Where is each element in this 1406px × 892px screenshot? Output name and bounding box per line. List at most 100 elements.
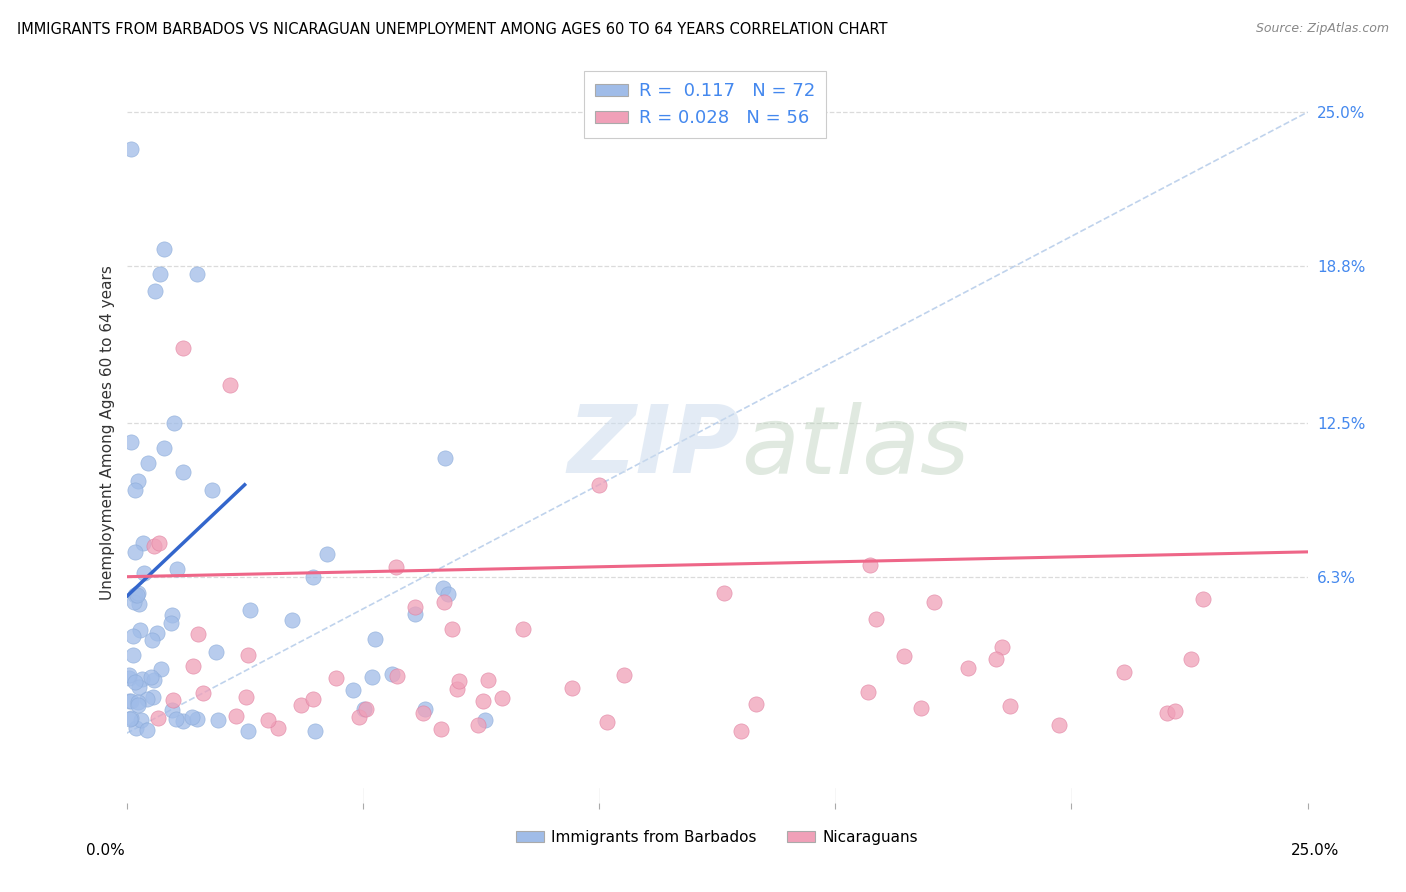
Point bbox=[730, 723, 752, 738]
Point bbox=[127, 586, 149, 600]
Point bbox=[125, 588, 148, 602]
Point bbox=[124, 588, 146, 602]
Point bbox=[433, 595, 456, 609]
Point bbox=[118, 671, 141, 685]
Point bbox=[856, 685, 879, 699]
Text: 25.0%: 25.0% bbox=[1291, 843, 1339, 858]
Point bbox=[136, 692, 159, 706]
Point bbox=[181, 710, 204, 724]
Point bbox=[745, 697, 768, 711]
Point bbox=[430, 722, 453, 736]
Point bbox=[858, 558, 880, 572]
Point bbox=[385, 669, 408, 683]
Point bbox=[491, 690, 513, 705]
Point bbox=[446, 681, 468, 696]
Point bbox=[141, 632, 163, 647]
Point bbox=[120, 710, 142, 724]
Point bbox=[181, 658, 204, 673]
Point bbox=[893, 648, 915, 663]
Text: IMMIGRANTS FROM BARBADOS VS NICARAGUAN UNEMPLOYMENT AMONG AGES 60 TO 64 YEARS CO: IMMIGRANTS FROM BARBADOS VS NICARAGUAN U… bbox=[17, 22, 887, 37]
Point bbox=[290, 698, 312, 712]
Point bbox=[160, 608, 183, 623]
Point bbox=[162, 693, 184, 707]
Point bbox=[160, 616, 183, 631]
Point bbox=[588, 477, 610, 491]
Point bbox=[148, 711, 170, 725]
Text: Source: ZipAtlas.com: Source: ZipAtlas.com bbox=[1256, 22, 1389, 36]
Point bbox=[910, 700, 932, 714]
Point bbox=[385, 560, 408, 574]
Point bbox=[124, 674, 146, 689]
Point bbox=[342, 682, 364, 697]
Point bbox=[440, 622, 463, 636]
Point bbox=[301, 691, 323, 706]
Point bbox=[120, 434, 142, 449]
Point bbox=[1156, 706, 1178, 720]
Point bbox=[122, 595, 145, 609]
Point bbox=[121, 694, 143, 708]
Point bbox=[207, 713, 229, 727]
Point bbox=[127, 698, 149, 712]
Point bbox=[127, 474, 149, 488]
Point bbox=[148, 535, 170, 549]
Point bbox=[364, 632, 387, 646]
Text: atlas: atlas bbox=[741, 402, 969, 493]
Point bbox=[432, 582, 454, 596]
Point bbox=[613, 668, 636, 682]
Point bbox=[281, 613, 304, 627]
Point bbox=[146, 626, 169, 640]
Point bbox=[172, 341, 194, 355]
Point bbox=[436, 587, 458, 601]
Point bbox=[172, 714, 194, 728]
Point bbox=[235, 690, 257, 705]
Point bbox=[1047, 718, 1070, 732]
Point bbox=[449, 674, 471, 689]
Y-axis label: Unemployment Among Ages 60 to 64 years: Unemployment Among Ages 60 to 64 years bbox=[100, 265, 115, 600]
Point bbox=[991, 640, 1014, 655]
Point bbox=[316, 548, 339, 562]
Point bbox=[200, 483, 222, 497]
Point bbox=[998, 698, 1021, 713]
Point bbox=[361, 669, 384, 683]
Point bbox=[136, 456, 159, 470]
Point bbox=[472, 693, 495, 707]
Point bbox=[120, 142, 142, 156]
Point bbox=[1164, 704, 1187, 718]
Point bbox=[413, 702, 436, 716]
Point bbox=[596, 714, 619, 729]
Point bbox=[219, 378, 242, 392]
Point bbox=[225, 709, 247, 723]
Point bbox=[127, 695, 149, 709]
Point bbox=[149, 662, 172, 676]
Point bbox=[118, 668, 141, 682]
Point bbox=[354, 702, 377, 716]
Point bbox=[304, 723, 326, 738]
Point bbox=[131, 672, 153, 686]
Point bbox=[129, 714, 152, 728]
Point bbox=[187, 626, 209, 640]
Point bbox=[404, 607, 426, 622]
Point bbox=[124, 545, 146, 559]
Point bbox=[142, 690, 165, 704]
Point bbox=[238, 648, 260, 662]
Legend: Immigrants from Barbados, Nicaraguans: Immigrants from Barbados, Nicaraguans bbox=[510, 823, 924, 851]
Point bbox=[205, 645, 228, 659]
Point bbox=[118, 694, 141, 708]
Point bbox=[1114, 665, 1136, 680]
Point bbox=[236, 723, 259, 738]
Point bbox=[474, 713, 496, 727]
Point bbox=[160, 703, 183, 717]
Point bbox=[412, 706, 434, 721]
Point bbox=[139, 670, 162, 684]
Point bbox=[128, 597, 150, 611]
Point bbox=[124, 483, 146, 497]
Point bbox=[122, 648, 145, 662]
Point bbox=[172, 466, 194, 480]
Point bbox=[165, 713, 187, 727]
Point bbox=[128, 680, 150, 694]
Point bbox=[713, 586, 735, 600]
Text: ZIP: ZIP bbox=[568, 401, 741, 493]
Point bbox=[163, 416, 186, 430]
Point bbox=[957, 661, 980, 675]
Point bbox=[142, 539, 165, 553]
